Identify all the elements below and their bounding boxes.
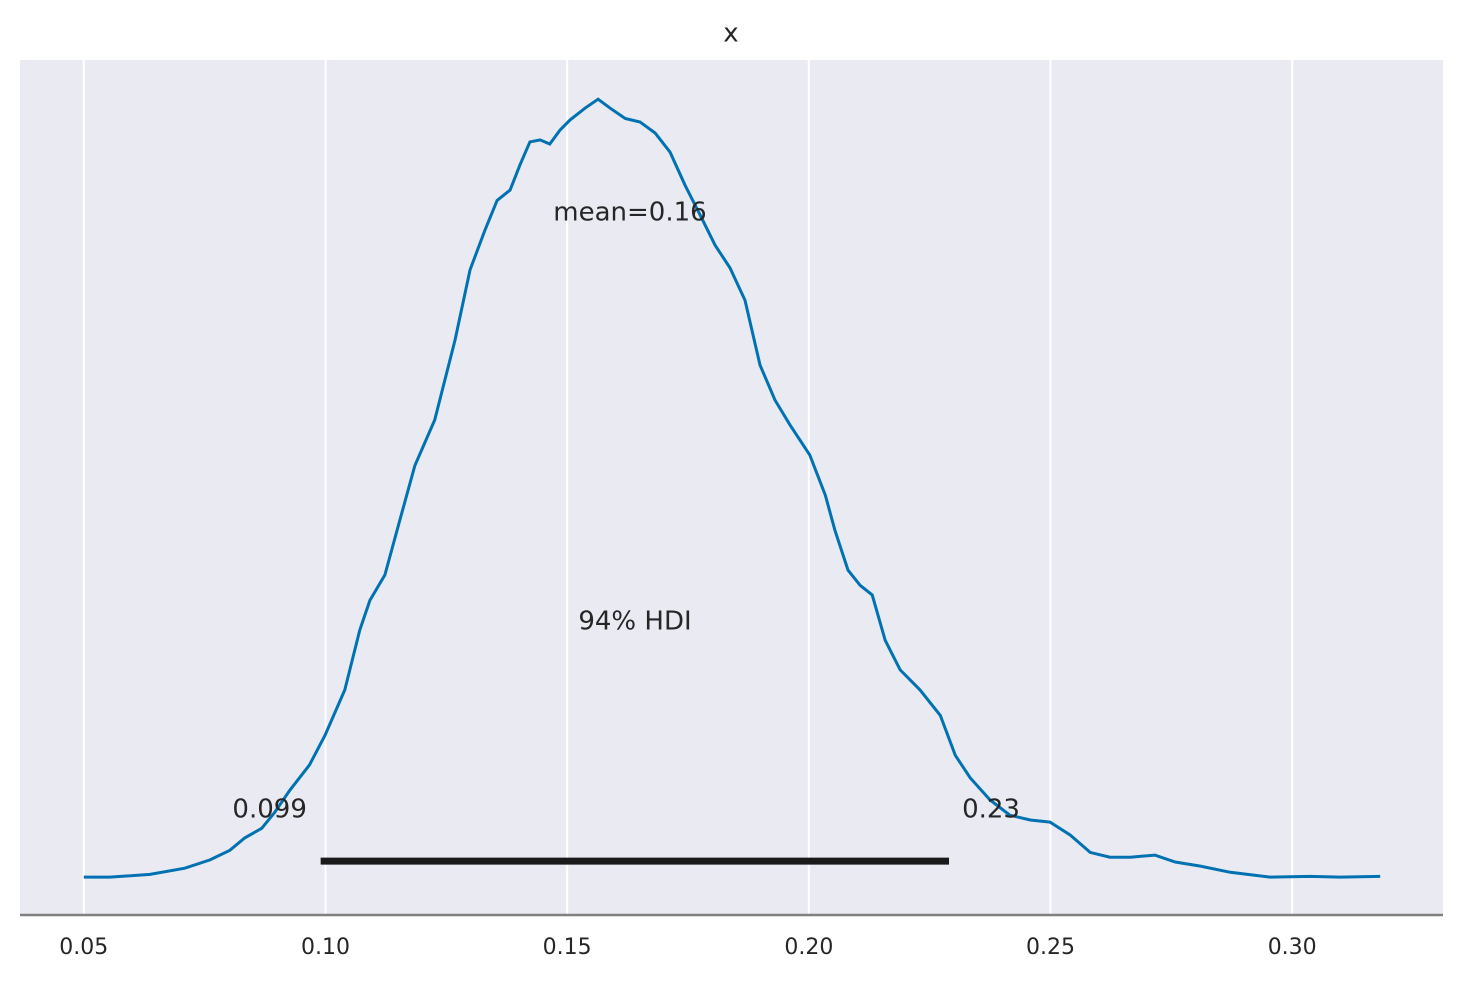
- plot-background: [20, 60, 1443, 915]
- x-tick-label: 0.30: [1268, 935, 1317, 960]
- x-tick-label: 0.20: [784, 935, 833, 960]
- hdi-upper-label: 0.23: [962, 795, 1020, 825]
- hdi-lower-label: 0.099: [232, 795, 306, 825]
- x-tick-label: 0.10: [301, 935, 350, 960]
- density-curve: [83, 97, 1381, 879]
- x-tick-label: 0.15: [543, 935, 592, 960]
- x-tick-label: 0.05: [59, 935, 108, 960]
- chart-title: x: [723, 19, 738, 49]
- mean-label: mean=0.16: [553, 198, 706, 228]
- hdi-label: 94% HDI: [578, 607, 691, 637]
- x-tick-label: 0.25: [1026, 935, 1075, 960]
